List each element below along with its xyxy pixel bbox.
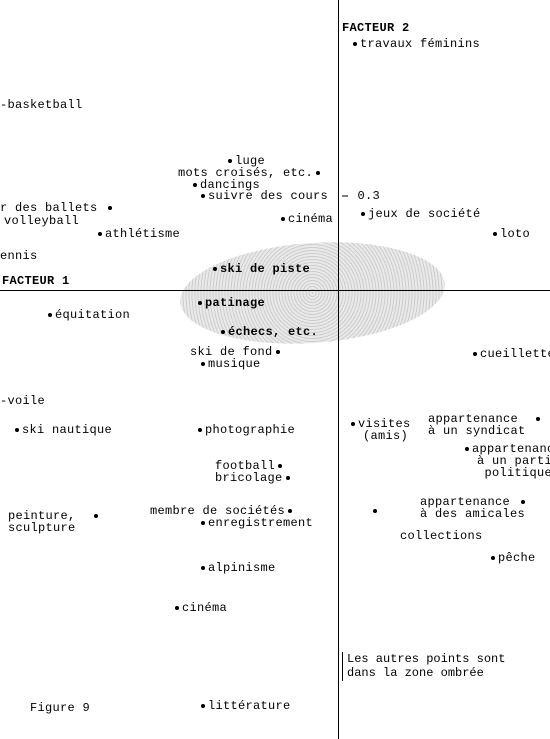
pt-jeux-societe: jeux de société — [358, 208, 481, 221]
axis-y-label: FACTEUR 2 — [342, 22, 410, 35]
pt-patinage: patinage — [195, 297, 265, 310]
pt-app-parti: appartenanc à un parti politique — [462, 443, 550, 479]
pt-litterature: littérature — [198, 700, 291, 713]
axis-tick-03: 0.3 — [342, 190, 380, 203]
axis-horizontal — [0, 290, 550, 291]
axis-x-label: FACTEUR 1 — [0, 275, 70, 288]
pt-app-amicales-dot2 — [370, 505, 380, 518]
pt-visites: visites (amis) — [348, 418, 411, 442]
pt-equitation: équitation — [45, 309, 130, 322]
pt-peche: pêche — [488, 552, 536, 565]
pt-basketball: -basketball — [0, 99, 83, 112]
pt-loto: loto — [490, 228, 530, 241]
pt-collections: collections — [400, 530, 483, 543]
pt-athletisme: athlétisme — [95, 228, 180, 241]
pt-enregistrement: enregistrement — [198, 517, 313, 530]
pt-ski-piste: ski de piste — [210, 263, 310, 276]
pt-cueillette: cueillette — [470, 348, 550, 361]
pt-peinture: peinture, sculpture — [8, 510, 101, 534]
pt-alpinisme: alpinisme — [198, 562, 276, 575]
pt-ski-nautique: ski nautique — [12, 424, 112, 437]
pt-suivre-cours: suivre des cours — [198, 190, 328, 203]
scatter-canvas: FACTEUR 2 FACTEUR 1 0.3 travaux féminins… — [0, 0, 550, 739]
pt-bricolage: bricolage — [215, 472, 293, 485]
pt-voile: -voile — [0, 395, 45, 408]
figure-caption: Figure 9 — [30, 702, 90, 715]
pt-cinema2: cinéma — [172, 602, 227, 615]
pt-travaux-feminins: travaux féminins — [350, 38, 480, 51]
axis-vertical — [338, 0, 339, 739]
pt-cinema: cinéma — [278, 213, 333, 226]
pt-volleyball: volleyball — [4, 215, 79, 228]
pt-photographie: photographie — [195, 424, 295, 437]
note-box: Les autres points sont dans la zone ombr… — [342, 652, 505, 681]
pt-echecs: échecs, etc. — [218, 326, 318, 339]
pt-musique: musique — [198, 358, 261, 371]
pt-ennis: ennis — [0, 250, 38, 263]
pt-app-syndicat: appartenance à un syndicat — [428, 413, 543, 437]
pt-app-amicales: appartenance à des amicales — [420, 496, 528, 520]
